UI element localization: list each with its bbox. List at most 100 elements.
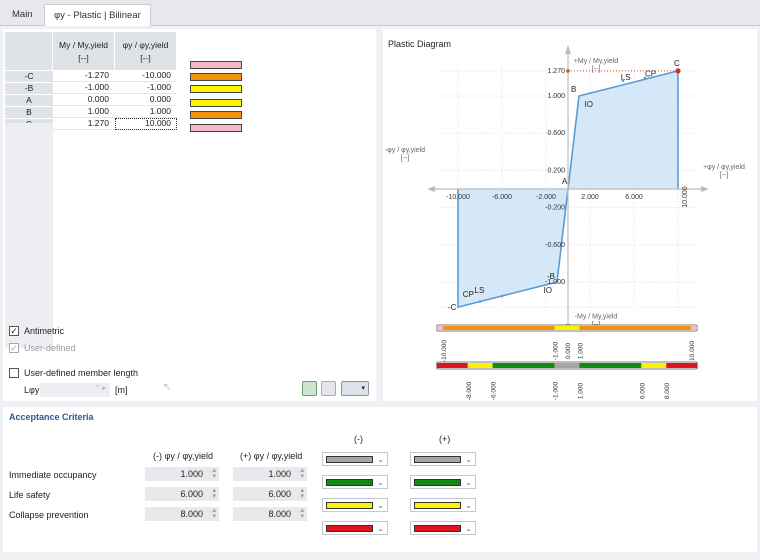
chevron-down-icon: ⌄ bbox=[465, 501, 472, 510]
spin-arrows-icon[interactable]: ▴ ▾ bbox=[300, 467, 304, 480]
table-cell-phi[interactable]: -10.000 bbox=[115, 70, 177, 82]
table-cell-my[interactable]: 1.000 bbox=[53, 106, 115, 118]
length-unit-label: [m] bbox=[115, 385, 128, 395]
ls-pos-value: 6.000 bbox=[268, 489, 291, 499]
table-corner bbox=[5, 32, 53, 70]
life-safety-label: Life safety bbox=[9, 490, 51, 500]
table-cell-my[interactable]: 0.000 bbox=[53, 94, 115, 106]
x-tick-label: -6.000 bbox=[492, 194, 512, 201]
spin-arrows-icon[interactable]: ▴ ▾ bbox=[300, 487, 304, 500]
zone-label: LS bbox=[475, 286, 485, 295]
cp-pos-input[interactable]: 8.000 ▴ ▾ bbox=[233, 507, 307, 521]
zone-marker bbox=[500, 294, 504, 298]
spin-arrows-icon: ⌃ ▸ bbox=[94, 385, 106, 392]
point-label: -C bbox=[448, 303, 457, 312]
spin-arrows-icon[interactable]: ▴ ▾ bbox=[212, 507, 216, 520]
user-defined-label: User-defined bbox=[24, 343, 76, 353]
y-tick-label: -0.200 bbox=[545, 205, 565, 212]
swatch-color bbox=[190, 99, 242, 107]
swatch-color bbox=[190, 73, 242, 81]
color-dropdown[interactable]: ⌄ bbox=[410, 475, 476, 489]
color-bar bbox=[414, 479, 461, 486]
swatch-color bbox=[190, 124, 242, 132]
bar1-label: -1.000 bbox=[553, 341, 560, 360]
pick-cursor-icon: ↖ bbox=[163, 382, 172, 393]
y-axis-arrow-icon bbox=[565, 44, 571, 55]
point-label: -B bbox=[547, 272, 555, 281]
length-input: ⌃ ▸ bbox=[40, 383, 110, 397]
chevron-down-icon: ⌄ bbox=[377, 455, 384, 464]
zone-label: CP bbox=[645, 69, 656, 78]
antimetric-checkbox[interactable]: ✓ bbox=[9, 326, 19, 336]
x-axis-neg-title: -φy / φy,yield bbox=[385, 147, 425, 154]
color-bar bbox=[414, 525, 461, 532]
color-dropdown[interactable]: ⌄ bbox=[322, 498, 388, 512]
zone-label: IO bbox=[544, 286, 552, 295]
bar1-label: 0.000 bbox=[565, 342, 572, 359]
table-cell-my[interactable]: -1.270 bbox=[53, 70, 115, 82]
zone-label: IO bbox=[585, 100, 593, 109]
color-dropdown[interactable]: ⌄ bbox=[410, 521, 476, 535]
io-pos-value: 1.000 bbox=[268, 469, 291, 479]
ls-neg-value: 6.000 bbox=[180, 489, 203, 499]
x-axis-unit: [--] bbox=[720, 172, 729, 179]
color-dropdown[interactable]: ⌄ bbox=[322, 521, 388, 535]
color-dropdown[interactable]: ⌄ bbox=[410, 498, 476, 512]
neg-col-header: (-) φy / φy,yield bbox=[153, 451, 214, 461]
range-bar-2-segment bbox=[436, 363, 468, 368]
neg-header: (-) bbox=[354, 434, 363, 444]
print-icon[interactable]: ▾ bbox=[341, 381, 369, 396]
y-tick-label: 1.000 bbox=[547, 93, 565, 100]
column-header-my-unit: [--] bbox=[78, 53, 89, 63]
table-cell-phi[interactable]: 1.000 bbox=[115, 106, 177, 118]
cp-neg-input[interactable]: 8.000 ▴ ▾ bbox=[145, 507, 219, 521]
table-export-icon[interactable] bbox=[302, 381, 317, 396]
spin-arrows-icon[interactable]: ▴ ▾ bbox=[212, 487, 216, 500]
zone-marker bbox=[621, 79, 625, 82]
length-symbol-label: Lφy bbox=[24, 385, 40, 395]
range-bar-1-segment bbox=[579, 326, 691, 330]
member-length-label: User-defined member length bbox=[24, 368, 139, 378]
bar2-label: -6.000 bbox=[491, 381, 498, 400]
column-header-phi-label: φy / φy,yield bbox=[122, 40, 169, 50]
x-axis-arrow-icon bbox=[427, 186, 435, 192]
bar1-label: 10.000 bbox=[689, 341, 696, 361]
color-bar bbox=[326, 525, 373, 532]
tab-bar: Main φy - Plastic | Bilinear bbox=[0, 0, 760, 26]
table-import-icon[interactable] bbox=[321, 381, 336, 396]
spin-arrows-icon[interactable]: ▴ ▾ bbox=[300, 507, 304, 520]
acceptance-criteria-panel: Acceptance Criteria (-) (+) (-) φy / φy,… bbox=[3, 407, 757, 552]
color-dropdown[interactable]: ⌄ bbox=[322, 475, 388, 489]
spin-arrows-icon[interactable]: ▴ ▾ bbox=[212, 467, 216, 480]
ls-pos-input[interactable]: 6.000 ▴ ▾ bbox=[233, 487, 307, 501]
member-length-checkbox[interactable] bbox=[9, 368, 19, 378]
tab-plastic-bilinear[interactable]: φy - Plastic | Bilinear bbox=[44, 4, 151, 26]
io-neg-value: 1.000 bbox=[180, 469, 203, 479]
chevron-down-icon: ⌄ bbox=[465, 524, 472, 533]
user-defined-checkbox: ✓ bbox=[9, 343, 19, 353]
tab-main[interactable]: Main bbox=[12, 9, 33, 20]
table-cell-my[interactable]: -1.000 bbox=[53, 82, 115, 94]
color-dropdown[interactable]: ⌄ bbox=[410, 452, 476, 466]
x-tick-label: 6.000 bbox=[625, 194, 643, 201]
ls-neg-input[interactable]: 6.000 ▴ ▾ bbox=[145, 487, 219, 501]
table-cell-phi[interactable]: 10.000 bbox=[115, 118, 177, 130]
color-bar bbox=[326, 479, 373, 486]
plastic-diagram-chart: -10.000 -6.000 -2.000 2.000 6.000 10.000 1.270… bbox=[385, 44, 745, 400]
io-neg-input[interactable]: 1.000 ▴ ▾ bbox=[145, 467, 219, 481]
table-cell-phi[interactable]: -1.000 bbox=[115, 82, 177, 94]
y-tick-label: 1.270 bbox=[547, 68, 565, 75]
column-header-my-label: My / My,yield bbox=[59, 40, 108, 50]
zone-marker bbox=[643, 76, 647, 80]
table-cell-phi[interactable]: 0.000 bbox=[115, 94, 177, 106]
io-pos-input[interactable]: 1.000 ▴ ▾ bbox=[233, 467, 307, 481]
color-dropdown[interactable]: ⌄ bbox=[322, 452, 388, 466]
range-bar-2-segment bbox=[579, 363, 642, 368]
column-header-my: My / My,yield [--] bbox=[53, 32, 115, 70]
zone-marker bbox=[478, 300, 482, 303]
table-cell-my[interactable]: 1.270 bbox=[53, 118, 115, 130]
y-tick-label: -0.600 bbox=[545, 242, 565, 249]
left-panel: My / My,yield [--] φy / φy,yield [--] -C… bbox=[3, 29, 376, 401]
pos-col-header: (+) φy / φy,yield bbox=[240, 451, 303, 461]
chevron-down-icon: ⌄ bbox=[465, 455, 472, 464]
